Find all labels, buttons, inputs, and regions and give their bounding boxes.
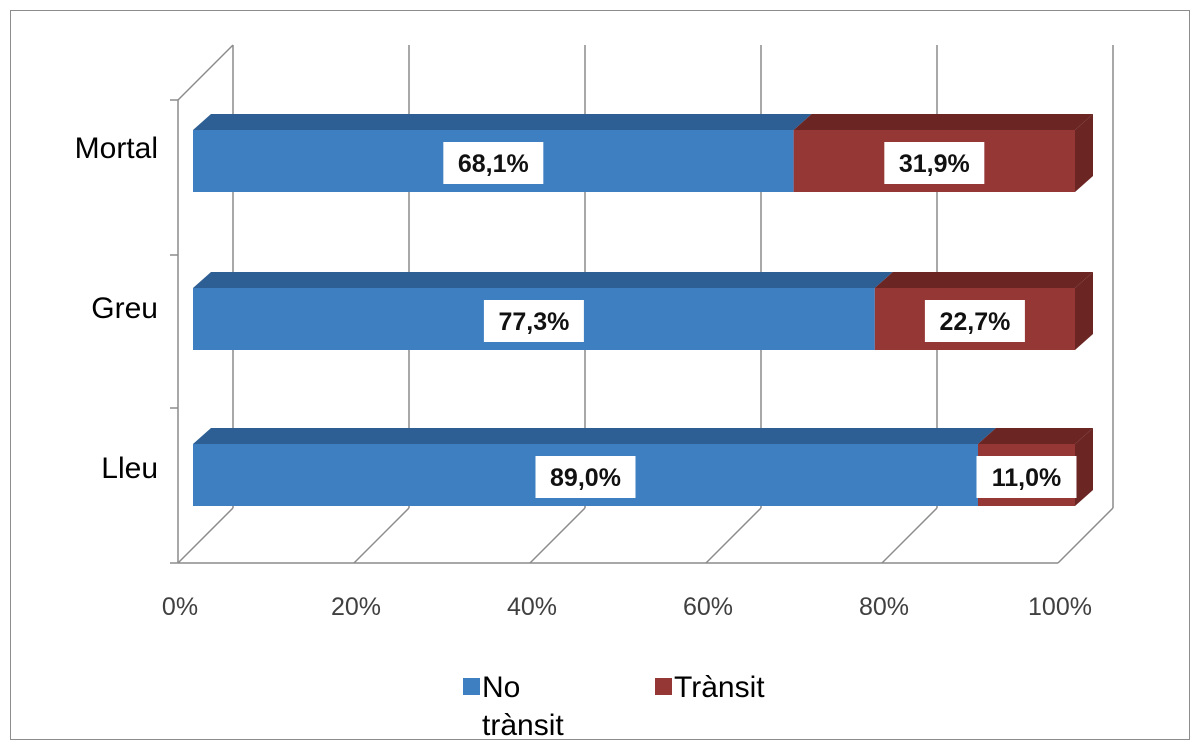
bar-top-face (193, 114, 812, 130)
axis-walls (170, 44, 1058, 564)
bar-side-face (1075, 272, 1093, 350)
data-label-box (884, 142, 985, 184)
legend-label: No (482, 671, 520, 704)
legend-label: Trànsit (674, 671, 765, 704)
data-label: 77,3% (498, 308, 569, 336)
floor-line (1057, 507, 1114, 564)
bar-top-face (193, 272, 893, 288)
data-label: 22,7% (939, 308, 1010, 336)
category-label: Lleu (101, 452, 158, 485)
x-tick-label: 100% (1028, 593, 1092, 621)
data-labels: 68,1% 31,9% 77,3% 22,7% 89,0% 11,0% (443, 142, 1077, 498)
data-label-box (443, 142, 544, 184)
wall-top-edge (177, 44, 234, 101)
category-label: Greu (91, 292, 158, 325)
x-tick-labels: 0% 20% 40% 60% 80% 100% (162, 593, 1092, 621)
data-label: 68,1% (458, 150, 529, 178)
bar-top-face (793, 114, 1093, 130)
floor-line (529, 507, 586, 564)
legend-swatch (655, 678, 672, 695)
category-label: Mortal (75, 132, 158, 165)
legend-swatch (463, 678, 480, 695)
bar-side-face (1075, 114, 1093, 192)
data-label: 31,9% (899, 150, 970, 178)
data-label-box (924, 300, 1025, 342)
data-label: 11,0% (992, 464, 1062, 492)
legend: No trànsit Trànsit (463, 671, 765, 742)
bar-top-face (193, 428, 996, 444)
floor-line (177, 507, 234, 564)
data-label-box (483, 300, 584, 342)
data-label-box (535, 456, 636, 498)
x-tick-label: 60% (683, 593, 733, 621)
floor-line (881, 507, 938, 564)
x-tick-label: 80% (859, 593, 909, 621)
legend-label: trànsit (482, 709, 564, 742)
bar-top-face (977, 428, 1093, 444)
x-tick-label: 0% (162, 593, 198, 621)
data-label-box (976, 456, 1077, 498)
bar-top-face (874, 272, 1093, 288)
category-labels: Mortal Greu Lleu (75, 132, 158, 485)
data-label: 89,0% (550, 464, 621, 492)
floor-line (705, 507, 762, 564)
floor-line (353, 507, 410, 564)
x-tick-label: 40% (507, 593, 557, 621)
x-tick-label: 20% (331, 593, 381, 621)
bar-side-face (1075, 428, 1093, 506)
